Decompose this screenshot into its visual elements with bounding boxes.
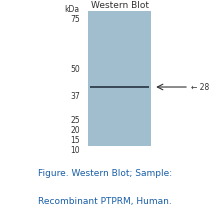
Bar	[90, 86, 149, 88]
Text: kDa: kDa	[65, 6, 80, 15]
Text: Recombinant PTPRM, Human.: Recombinant PTPRM, Human.	[38, 197, 172, 206]
Bar	[88, 11, 151, 146]
Text: 25: 25	[70, 116, 80, 125]
Text: 75: 75	[70, 15, 80, 24]
Text: 20: 20	[70, 125, 80, 134]
Text: Western Blot: Western Blot	[91, 1, 149, 10]
Text: 15: 15	[70, 136, 80, 145]
Text: Figure. Western Blot; Sample:: Figure. Western Blot; Sample:	[38, 169, 172, 178]
Text: ← 28kDa: ← 28kDa	[191, 82, 210, 92]
Text: 10: 10	[70, 145, 80, 154]
Text: 37: 37	[70, 92, 80, 101]
Text: 50: 50	[70, 66, 80, 75]
